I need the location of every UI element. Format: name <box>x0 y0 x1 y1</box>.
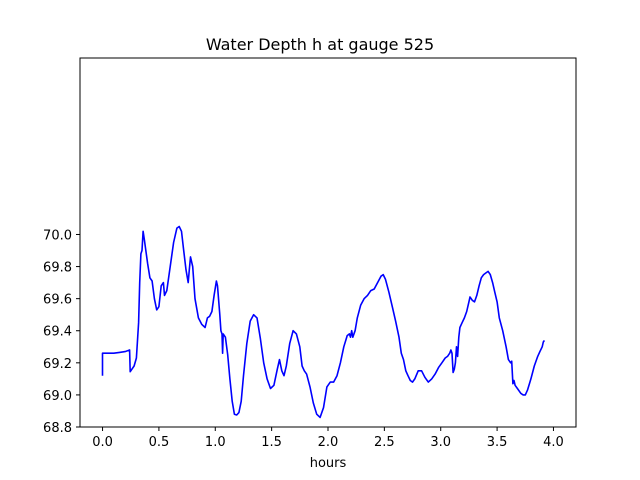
plot-area <box>79 57 577 428</box>
y-axis: 68.8 69.0 69.2 69.4 69.6 69.8 70.0 <box>43 228 80 436</box>
x-axis-label: hours <box>310 456 347 471</box>
plot-background <box>80 58 576 427</box>
x-axis: 0.0 0.5 1.0 1.5 2.0 2.5 3.0 3.5 4.0 <box>92 427 564 450</box>
x-tick-label: 0.0 <box>92 435 113 450</box>
x-tick-label: 1.0 <box>205 435 226 450</box>
x-tick-label: 2.5 <box>374 435 395 450</box>
chart-title: Water Depth h at gauge 525 <box>206 35 434 54</box>
series-line-water-depth <box>101 225 546 419</box>
y-tick-label: 69.4 <box>43 325 72 340</box>
y-tick-label: 69.8 <box>43 261 72 276</box>
x-tick-label: 3.5 <box>487 435 508 450</box>
x-tick-label: 0.5 <box>149 435 170 450</box>
x-tick-label: 1.5 <box>261 435 282 450</box>
y-tick-label: 68.8 <box>43 421 72 436</box>
y-tick-label: 69.6 <box>43 293 72 308</box>
y-tick-label: 69.0 <box>43 389 72 404</box>
x-tick-label: 4.0 <box>543 435 564 450</box>
y-tick-label: 69.2 <box>43 357 72 372</box>
x-tick-label: 3.0 <box>430 435 451 450</box>
x-tick-label: 2.0 <box>318 435 339 450</box>
y-tick-label: 70.0 <box>43 228 72 243</box>
